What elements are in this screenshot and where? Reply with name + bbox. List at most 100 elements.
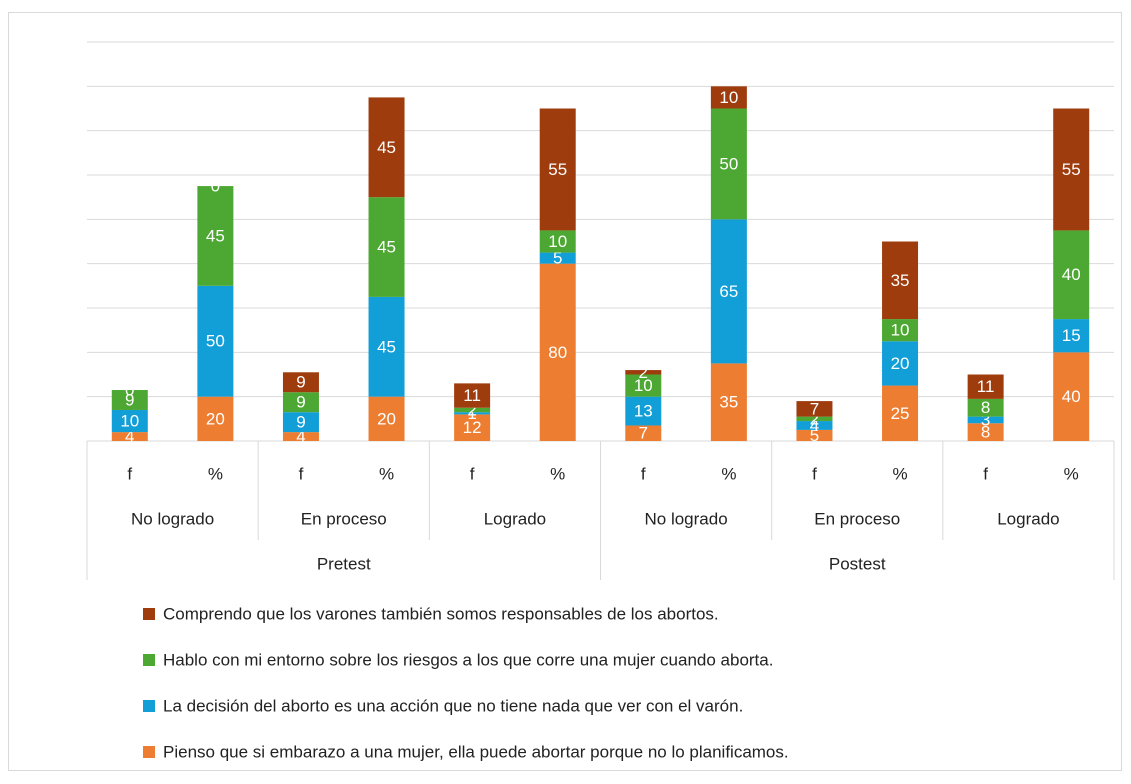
data-label: 1 [467,404,476,423]
data-label: 9 [296,413,305,432]
bar-segment [454,383,491,408]
bar-segment [710,86,747,109]
bar-segment [882,341,919,386]
group-label: En proceso [814,509,900,528]
data-label: 15 [1062,326,1081,345]
data-label: 8 [981,423,990,442]
data-label: 4 [810,416,819,435]
bar-segment [710,219,747,364]
bar-segment [967,423,1004,441]
data-label: 2 [467,400,476,419]
data-label: 10 [634,376,653,395]
data-label: 5 [553,249,562,268]
data-label: 45 [377,138,396,157]
data-label: 40 [1062,265,1081,284]
bar-segment [539,263,576,441]
data-label: 35 [719,393,738,412]
bar-segment [111,432,148,441]
data-label: 35 [891,271,910,290]
bar-segment [1053,319,1090,353]
data-label: 11 [463,386,481,405]
bar-segment [282,392,319,413]
group-label: Logrado [997,509,1059,528]
bar-segment [368,197,405,297]
bar-segment [882,385,919,441]
bar-segment [967,374,1004,399]
group-label: No logrado [644,509,727,528]
data-label: 8 [981,398,990,417]
data-label: 20 [377,409,396,428]
bar-segment [710,108,747,220]
data-label: 13 [634,402,653,421]
bar-segment [539,252,576,264]
data-label: 2 [810,409,819,428]
supergroup-label: Postest [829,554,886,573]
x-tick-label: % [1064,464,1079,483]
data-label: 7 [639,424,648,443]
data-label: 20 [891,354,910,373]
bar-segment [282,372,319,393]
bar-segment [625,374,662,397]
bar-segment [1053,230,1090,320]
x-tick-label: f [983,464,988,483]
bar-segment [282,412,319,433]
group-label: En proceso [301,509,387,528]
data-label: 12 [463,418,482,437]
legend-label: Hablo con mi entorno sobre los riesgos a… [163,650,773,669]
bar-segment [796,401,833,417]
x-tick-label: % [721,464,736,483]
x-tick-label: % [208,464,223,483]
legend-label: Pienso que si embarazo a una mujer, ella… [163,742,789,761]
data-label: 2 [639,363,648,382]
bar-segment [197,186,234,286]
data-label: 65 [719,282,738,301]
group-label: No logrado [131,509,214,528]
bar-segment [882,319,919,342]
data-label: 4 [125,427,134,446]
bar-segment [368,97,405,198]
bar-segment [882,241,919,320]
bar-segment [197,396,234,441]
x-tick-label: % [892,464,907,483]
bar-segment [625,425,662,441]
data-label: 80 [548,343,567,362]
data-label: 50 [719,154,738,173]
bar-segment [796,429,833,441]
data-label: 45 [377,238,396,257]
bar-segment [368,396,405,441]
data-label: 9 [296,393,305,412]
bar-segment [368,296,405,397]
data-label: 55 [548,160,567,179]
bar-segment [111,409,148,433]
data-label: 4 [296,427,305,446]
legend-swatch [143,654,155,666]
data-label: 45 [377,337,396,356]
x-tick-label: % [379,464,394,483]
bar-segment [111,390,148,410]
bar-segment [967,398,1004,417]
bar-segment [282,432,319,441]
data-label: 25 [891,404,910,423]
bar-segment [1053,108,1090,231]
data-label: 5 [810,426,819,445]
data-label: 50 [206,332,225,351]
bar-segment [454,412,491,415]
bar-segment [796,421,833,430]
supergroup-label: Pretest [317,554,371,573]
bar-segment [1053,352,1090,441]
data-label: 10 [719,88,738,107]
legend-swatch [143,746,155,758]
data-label: 20 [206,409,225,428]
x-tick-label: f [127,464,132,483]
data-label: 0 [211,177,220,196]
x-tick-label: f [812,464,817,483]
data-label: 10 [891,321,910,340]
bar-segment [625,370,662,375]
data-label: 10 [548,232,567,251]
data-label: 9 [296,373,305,392]
x-tick-label: f [299,464,304,483]
data-label: 11 [977,377,995,396]
legend-label: La decisión del aborto es una acción que… [163,696,743,715]
bar-segment [539,108,576,231]
